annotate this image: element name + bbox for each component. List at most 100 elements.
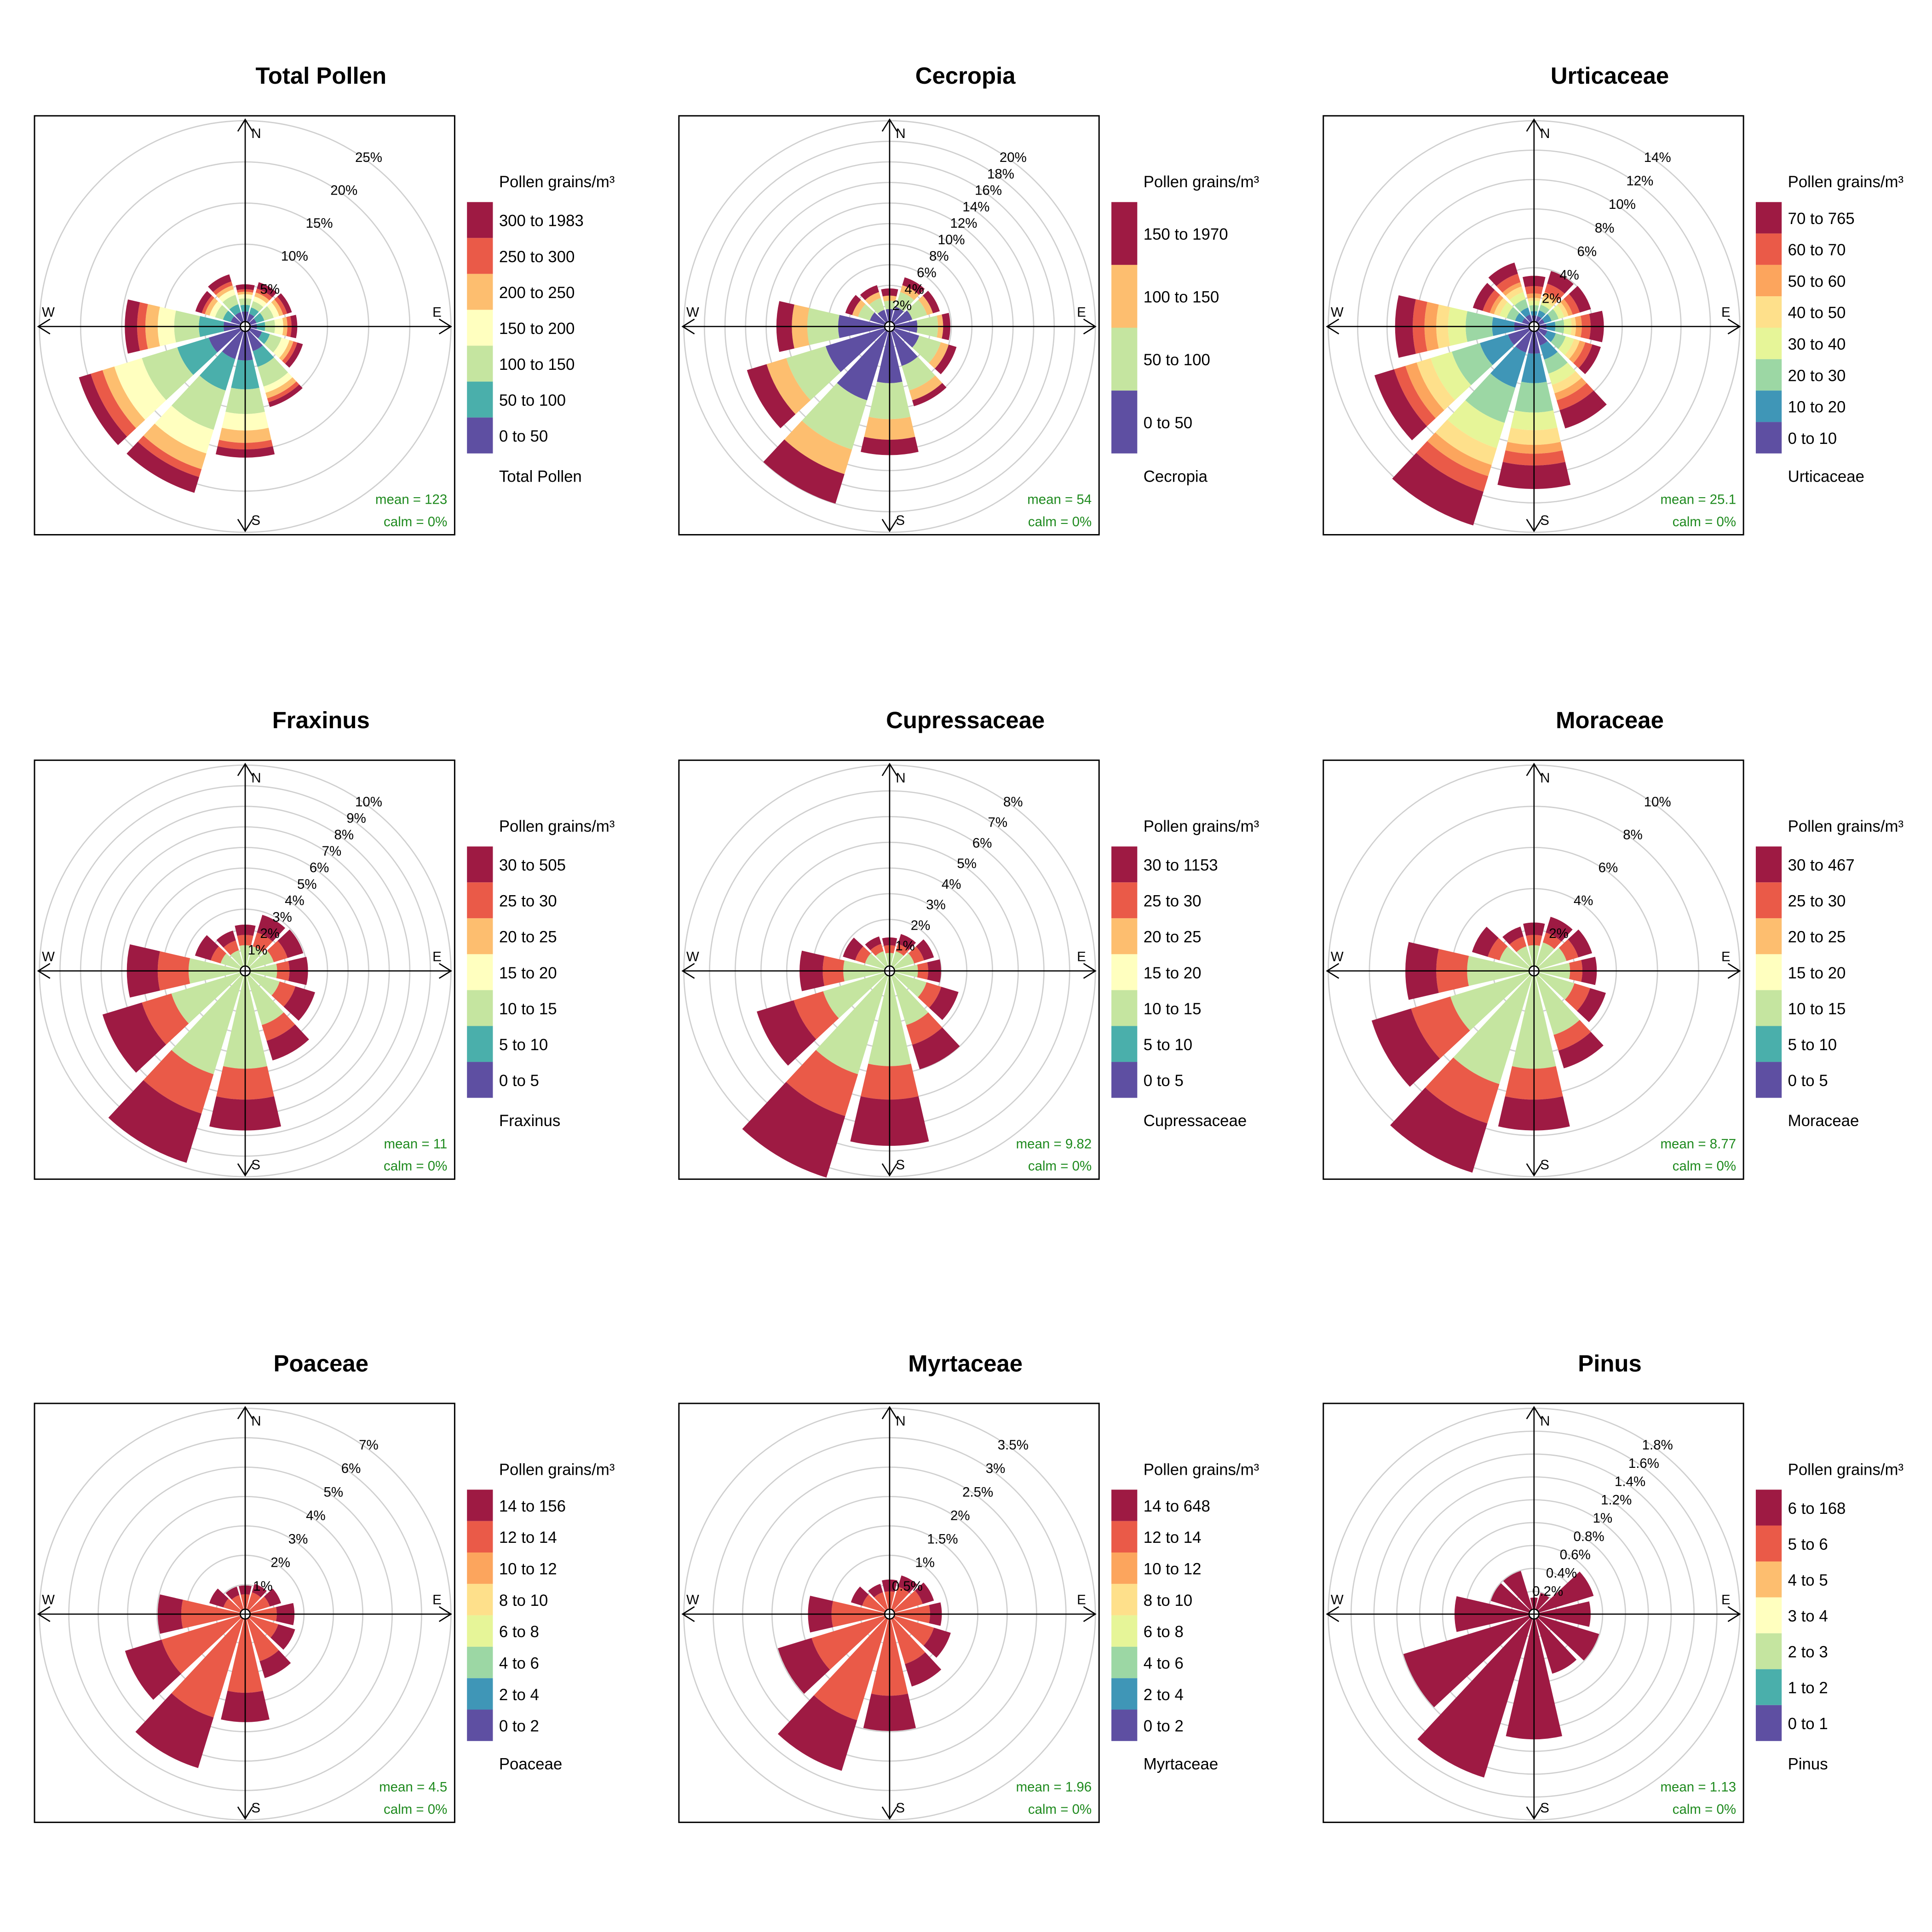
petal-ssw-6	[786, 1050, 858, 1116]
arrow-s	[881, 1806, 898, 1820]
ring-label: 1%	[895, 938, 915, 954]
legend: Pollen grains/m³ 6 to 168 5 to 6 4 to 5 3 to…	[1755, 1460, 1903, 1773]
ring-label: 6%	[972, 835, 992, 851]
petal-ssw-7	[1417, 1618, 1533, 1778]
ring-label: 2%	[260, 926, 280, 941]
arrow-s	[237, 519, 253, 532]
petal-ssw-3	[816, 974, 888, 1075]
panel-frame	[678, 1403, 1100, 1823]
calm-label: calm = 0%	[1028, 514, 1092, 529]
petal-ese-5	[1564, 339, 1580, 359]
petal-sse-7	[1558, 1032, 1604, 1069]
arrow-w	[1326, 963, 1340, 979]
petal-ene-7	[916, 939, 934, 960]
petal-ene-6	[274, 296, 288, 315]
ring-label: 5%	[297, 877, 317, 892]
rose-area: N S W E 0.5% 1% 1.5% 2% 2.5% 3% 3.5% mean = 1.96 cal…	[681, 1406, 1097, 1821]
petal-wnw-3	[1506, 307, 1520, 321]
compass-s: S	[251, 1800, 260, 1816]
petal-ese-7	[285, 342, 303, 368]
ring-label: 4%	[904, 282, 924, 297]
petal-ese-3	[264, 334, 282, 353]
petal-wsw-7	[757, 1000, 816, 1066]
legend-swatch-4	[1111, 202, 1138, 265]
ring-label: 6%	[310, 860, 329, 875]
ring-label: 10%	[355, 794, 382, 810]
compass-axes	[37, 1406, 452, 1820]
petal-nnw-3	[230, 950, 244, 967]
legend: Pollen grains/m³ 70 to 765 60 to 70 50 to 6…	[1755, 173, 1904, 485]
petal-ene-6	[908, 946, 924, 964]
arrow-e	[438, 963, 452, 979]
petal-wsw-4	[747, 364, 796, 429]
petal-wnw-2	[223, 310, 235, 322]
petal-nnw-6	[1502, 282, 1522, 296]
petal-nnw-2	[229, 304, 241, 316]
ring-label: 10%	[281, 249, 308, 264]
legend-label: 25 to 30	[1788, 892, 1846, 910]
ring-label: 14%	[962, 199, 989, 214]
petal-wsw-7	[1394, 366, 1436, 426]
petal-sse-6	[906, 1012, 943, 1045]
ring-label: 2%	[1542, 291, 1562, 306]
petal-wsw-3	[142, 347, 194, 401]
legend: Pollen grains/m³ 30 to 1153 25 to 30 20 to …	[1111, 817, 1259, 1130]
petal-ene-2	[907, 299, 927, 320]
legend-label: 15 to 20	[1144, 964, 1202, 982]
petal-wnw-7	[195, 935, 219, 960]
petal-ssw-7	[814, 1618, 888, 1720]
ring-label: 4%	[1559, 268, 1579, 283]
ring-label: 7%	[988, 815, 1007, 830]
petal-sse-3	[247, 974, 284, 1025]
legend-label: 20 to 30	[1788, 367, 1846, 385]
legend-swatch-4	[1111, 1615, 1138, 1647]
petal-nne-6	[896, 943, 909, 956]
ring-label: 15%	[306, 216, 333, 231]
petal-sse-7	[1535, 1618, 1577, 1674]
ring-label: 4%	[285, 893, 305, 908]
legend-swatch-5	[1755, 1561, 1782, 1598]
mean-label: mean = 11	[384, 1136, 447, 1151]
ring-label: 3%	[986, 1461, 1006, 1476]
petal-sse-8	[905, 1652, 942, 1687]
legend-heading: Pollen grains/m³	[1788, 173, 1904, 191]
windrose-panel-9: Pinus N S W E 0.2% 0.4% 0.6% 0.8% 1% 1.2% 1.4% 1.6% 1…	[1322, 1350, 1903, 1823]
petal-wnw-3	[865, 953, 886, 970]
legend-label: 30 to 40	[1788, 335, 1846, 353]
petal-sse-4	[912, 383, 947, 407]
legend-label: 200 to 250	[499, 284, 575, 302]
petal-wsw-6	[1411, 996, 1470, 1059]
legend-swatch-4	[467, 954, 493, 990]
ring-label: 10%	[1609, 197, 1636, 212]
petal-ssw-3	[784, 420, 852, 474]
petal-ese-8	[923, 1627, 951, 1658]
arrow-n	[881, 1406, 898, 1420]
petal-ese-7	[929, 987, 959, 1020]
petal-wnw-6	[1488, 937, 1508, 960]
petal-ene-7	[1568, 929, 1593, 958]
ring-label: 1%	[253, 1579, 273, 1594]
legend-label: 5 to 6	[1788, 1535, 1828, 1553]
legend-label: 30 to 1153	[1144, 857, 1218, 874]
legend-label: 30 to 467	[1788, 857, 1855, 874]
mean-label: mean = 25.1	[1661, 492, 1736, 507]
legend-swatch-4	[1755, 1597, 1782, 1633]
arrow-w	[1326, 318, 1340, 335]
petal-ese-7	[1538, 1616, 1599, 1661]
legend-label: 70 to 765	[1788, 210, 1855, 228]
legend: Pollen grains/m³ 14 to 156 12 to 14 10 to 1…	[467, 1460, 615, 1773]
petal-nnw-7	[208, 274, 232, 292]
petal-nne-6	[1543, 292, 1559, 304]
compass-w: W	[686, 949, 699, 964]
petal-ese-2	[912, 335, 941, 363]
petal-wsw-5	[1416, 358, 1455, 410]
petal-ese-4	[1558, 336, 1574, 355]
petal-sse-7	[891, 1618, 926, 1664]
petal-nnw-1	[235, 312, 244, 323]
petal-wnw-4	[1499, 302, 1513, 318]
legend-swatch-7	[467, 1521, 493, 1552]
petal-sse-3	[1544, 351, 1568, 374]
rose-area: N S W E 2% 4% 6% 8% 10% 12% 14% mean = 25.1 calm = 0…	[1326, 118, 1741, 533]
panel-frame	[34, 1403, 455, 1823]
petal-ese-6	[918, 982, 942, 1008]
